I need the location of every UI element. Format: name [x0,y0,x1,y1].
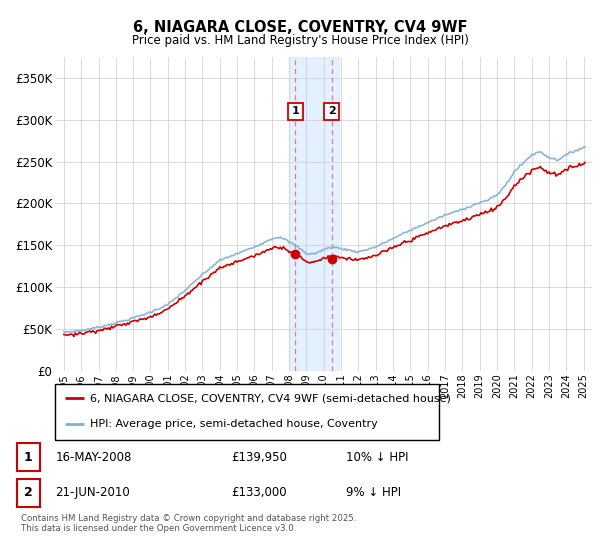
Text: Price paid vs. HM Land Registry's House Price Index (HPI): Price paid vs. HM Land Registry's House … [131,34,469,46]
Text: 1: 1 [292,106,299,116]
Text: 10% ↓ HPI: 10% ↓ HPI [346,451,409,464]
FancyBboxPatch shape [17,479,40,507]
Text: 2: 2 [24,486,32,500]
Text: 16-MAY-2008: 16-MAY-2008 [55,451,131,464]
Text: £139,950: £139,950 [231,451,287,464]
Text: 2: 2 [328,106,336,116]
Text: 9% ↓ HPI: 9% ↓ HPI [346,486,401,500]
Text: 21-JUN-2010: 21-JUN-2010 [55,486,130,500]
FancyBboxPatch shape [55,384,439,440]
Text: 6, NIAGARA CLOSE, COVENTRY, CV4 9WF (semi-detached house): 6, NIAGARA CLOSE, COVENTRY, CV4 9WF (sem… [90,393,451,403]
Text: Contains HM Land Registry data © Crown copyright and database right 2025.
This d: Contains HM Land Registry data © Crown c… [21,514,356,534]
Text: HPI: Average price, semi-detached house, Coventry: HPI: Average price, semi-detached house,… [90,419,377,429]
Text: 6, NIAGARA CLOSE, COVENTRY, CV4 9WF: 6, NIAGARA CLOSE, COVENTRY, CV4 9WF [133,20,467,35]
Bar [289,57,339,371]
Text: 1: 1 [24,451,32,464]
FancyBboxPatch shape [17,443,40,472]
Text: £133,000: £133,000 [231,486,287,500]
